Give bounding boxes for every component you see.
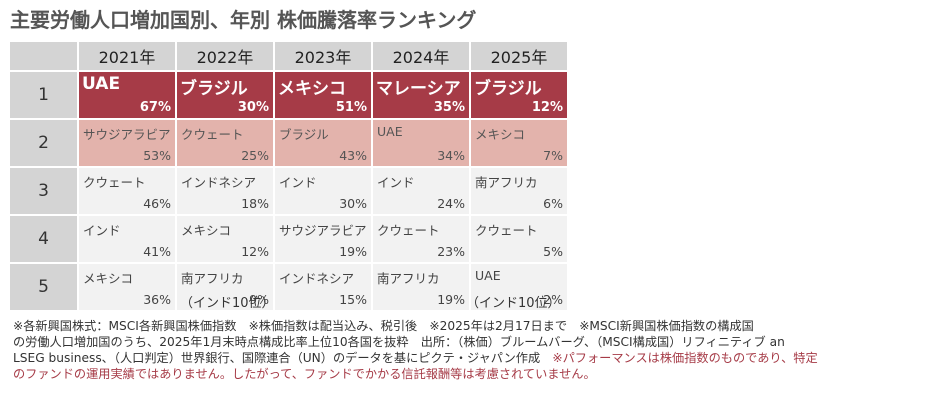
country-name: クウェート bbox=[475, 223, 538, 238]
year-header: 2025年 bbox=[471, 42, 567, 70]
year-header: 2022年 bbox=[177, 42, 273, 70]
country-name: メキシコ bbox=[181, 223, 232, 238]
ranking-cell: ブラジル 30% bbox=[177, 72, 273, 118]
return-percent: 18% bbox=[241, 196, 269, 211]
return-percent: 19% bbox=[437, 292, 465, 307]
table-corner bbox=[10, 42, 77, 70]
return-percent: 12% bbox=[531, 100, 563, 115]
ranking-cell: UAE 34% bbox=[373, 120, 469, 166]
ranking-cell: マレーシア 35% bbox=[373, 72, 469, 118]
ranking-cell: クウェート 23% bbox=[373, 216, 469, 262]
return-percent: 9% bbox=[249, 292, 269, 307]
rank-label: 4 bbox=[10, 216, 77, 262]
country-name: マレーシア bbox=[376, 79, 461, 99]
country-name: クウェート bbox=[83, 175, 146, 190]
year-header: 2023年 bbox=[275, 42, 371, 70]
ranking-cell: UAE 2% bbox=[471, 264, 567, 310]
return-percent: 53% bbox=[143, 148, 171, 163]
footnote: ※各新興国株式：MSCI各新興国株価指数 ※株価指数は配当込み、税引後 ※202… bbox=[13, 318, 933, 382]
footnote-line: LSEG business、（人口判定）世界銀行、国際連合（UN）のデータを基に… bbox=[13, 351, 541, 365]
ranking-cell: メキシコ 36% bbox=[79, 264, 175, 310]
return-percent: 2% bbox=[543, 292, 563, 307]
country-name: インド bbox=[279, 175, 317, 190]
ranking-cell: クウェート 46% bbox=[79, 168, 175, 214]
country-name: UAE bbox=[377, 124, 403, 139]
country-name: メキシコ bbox=[278, 79, 346, 99]
return-percent: 19% bbox=[339, 244, 367, 259]
ranking-cell: サウジアラビア 19% bbox=[275, 216, 371, 262]
return-percent: 51% bbox=[335, 100, 367, 115]
return-percent: 34% bbox=[437, 148, 465, 163]
india-rank-note-2022: （インド10位） bbox=[180, 296, 275, 311]
return-percent: 7% bbox=[543, 148, 563, 163]
country-name: サウジアラビア bbox=[279, 223, 367, 238]
country-name: UAE bbox=[475, 268, 501, 283]
country-name: ブラジル bbox=[279, 127, 329, 142]
country-name: 南アフリカ bbox=[377, 271, 440, 286]
ranking-table: 2021年 2022年 2023年 2024年 2025年 1 UAE 67% ブ… bbox=[10, 42, 567, 310]
ranking-cell: サウジアラビア 53% bbox=[79, 120, 175, 166]
rank-label: 3 bbox=[10, 168, 77, 214]
ranking-cell: メキシコ 51% bbox=[275, 72, 371, 118]
year-header: 2021年 bbox=[79, 42, 175, 70]
country-name: 南アフリカ bbox=[181, 271, 244, 286]
ranking-cell: ブラジル 43% bbox=[275, 120, 371, 166]
return-percent: 23% bbox=[437, 244, 465, 259]
return-percent: 30% bbox=[339, 196, 367, 211]
country-name: サウジアラビア bbox=[83, 127, 171, 142]
return-percent: 36% bbox=[143, 292, 171, 307]
country-name: クウェート bbox=[377, 223, 440, 238]
ranking-cell: メキシコ 12% bbox=[177, 216, 273, 262]
country-name: 南アフリカ bbox=[475, 175, 538, 190]
return-percent: 35% bbox=[433, 100, 465, 115]
country-name: インド bbox=[377, 175, 415, 190]
return-percent: 41% bbox=[143, 244, 171, 259]
ranking-cell: インドネシア 15% bbox=[275, 264, 371, 310]
india-rank-note-2025: （インド10位） bbox=[466, 296, 561, 311]
ranking-cell: ブラジル 12% bbox=[471, 72, 567, 118]
country-name: インドネシア bbox=[181, 175, 257, 190]
return-percent: 24% bbox=[437, 196, 465, 211]
rank-label: 1 bbox=[10, 72, 77, 118]
return-percent: 43% bbox=[339, 148, 367, 163]
return-percent: 6% bbox=[543, 196, 563, 211]
return-percent: 46% bbox=[143, 196, 171, 211]
country-name: ブラジル bbox=[474, 79, 542, 99]
ranking-cell: 南アフリカ 9% bbox=[177, 264, 273, 310]
country-name: メキシコ bbox=[83, 271, 134, 286]
ranking-cell: メキシコ 7% bbox=[471, 120, 567, 166]
return-percent: 30% bbox=[237, 100, 269, 115]
return-percent: 15% bbox=[339, 292, 367, 307]
year-header: 2024年 bbox=[373, 42, 469, 70]
ranking-cell: UAE 67% bbox=[79, 72, 175, 118]
ranking-cell: インド 30% bbox=[275, 168, 371, 214]
rank-label: 2 bbox=[10, 120, 77, 166]
ranking-cell: インドネシア 18% bbox=[177, 168, 273, 214]
ranking-cell: インド 41% bbox=[79, 216, 175, 262]
disclaimer-text: のファンドの運用実績ではありません。したがって、ファンドでかかる信託報酬等は考慮… bbox=[13, 367, 596, 381]
rank-label: 5 bbox=[10, 264, 77, 310]
return-percent: 5% bbox=[543, 244, 563, 259]
return-percent: 25% bbox=[241, 148, 269, 163]
country-name: メキシコ bbox=[475, 127, 526, 142]
country-name: UAE bbox=[82, 74, 121, 94]
ranking-cell: 南アフリカ 6% bbox=[471, 168, 567, 214]
country-name: インド bbox=[83, 223, 121, 238]
ranking-cell: クウェート 25% bbox=[177, 120, 273, 166]
country-name: ブラジル bbox=[180, 79, 248, 99]
footnote-line: の労働人口増加国のうち、2025年1月末時点構成比率上位10各国を抜粋 出所：（… bbox=[13, 335, 785, 349]
return-percent: 12% bbox=[241, 244, 269, 259]
return-percent: 67% bbox=[139, 100, 171, 115]
page-title: 主要労働人口増加国別、年別 株価騰落率ランキング bbox=[10, 8, 477, 32]
country-name: インドネシア bbox=[279, 271, 355, 286]
ranking-cell: インド 24% bbox=[373, 168, 469, 214]
ranking-cell: クウェート 5% bbox=[471, 216, 567, 262]
country-name: クウェート bbox=[181, 127, 244, 142]
footnote-line: ※各新興国株式：MSCI各新興国株価指数 ※株価指数は配当込み、税引後 ※202… bbox=[13, 319, 754, 333]
ranking-cell: 南アフリカ 19% bbox=[373, 264, 469, 310]
disclaimer-text: ※パフォーマンスは株価指数のものであり、特定 bbox=[540, 351, 818, 365]
